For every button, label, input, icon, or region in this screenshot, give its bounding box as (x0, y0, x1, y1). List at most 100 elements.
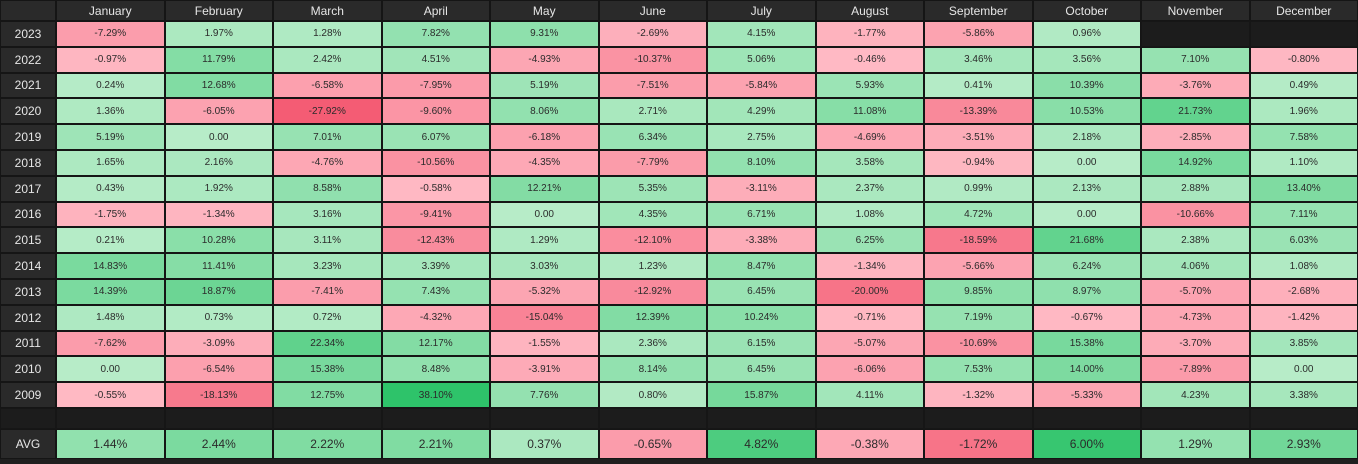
return-cell[interactable]: 3.39% (381, 253, 490, 279)
return-cell[interactable]: 7.10% (1141, 46, 1250, 73)
return-cell[interactable]: -4.35% (490, 150, 599, 176)
return-cell[interactable]: -0.80% (1249, 46, 1358, 73)
return-cell[interactable]: 6.45% (707, 279, 816, 305)
return-cell[interactable]: -6.06% (815, 356, 924, 383)
return-cell[interactable]: -2.68% (1249, 279, 1358, 305)
column-header-february[interactable]: February (164, 0, 273, 21)
return-cell[interactable]: 0.72% (273, 304, 382, 331)
column-header-january[interactable]: January (56, 0, 165, 21)
return-cell[interactable]: 0.80% (598, 382, 707, 408)
return-cell[interactable]: 7.11% (1249, 201, 1358, 228)
return-cell[interactable]: 15.38% (273, 356, 382, 383)
return-cell[interactable]: -6.54% (164, 356, 273, 383)
return-cell[interactable]: 12.17% (381, 330, 490, 357)
return-cell[interactable]: 12.75% (273, 382, 382, 408)
return-cell[interactable]: -7.51% (598, 72, 707, 99)
return-cell[interactable]: 4.15% (707, 21, 816, 47)
return-cell[interactable]: -0.67% (1032, 304, 1141, 331)
return-cell[interactable]: 6.34% (598, 124, 707, 150)
return-cell[interactable]: 1.10% (1249, 150, 1358, 176)
return-cell[interactable]: -5.66% (924, 253, 1033, 279)
return-cell[interactable]: 5.93% (815, 72, 924, 99)
return-cell[interactable]: 11.79% (164, 46, 273, 73)
return-cell[interactable]: 2.13% (1032, 175, 1141, 202)
return-cell[interactable]: 3.16% (273, 201, 382, 228)
return-cell[interactable]: 0.49% (1249, 72, 1358, 99)
return-cell[interactable]: -1.75% (56, 201, 165, 228)
return-cell[interactable]: 2.37% (815, 175, 924, 202)
return-cell[interactable]: 11.08% (815, 98, 924, 125)
return-cell[interactable]: 1.23% (598, 253, 707, 279)
return-cell[interactable]: -0.94% (924, 150, 1033, 176)
return-cell[interactable]: -0.97% (56, 46, 165, 73)
return-cell[interactable]: 3.85% (1249, 330, 1358, 357)
avg-cell[interactable]: 2.22% (273, 429, 382, 459)
return-cell[interactable]: -7.95% (381, 72, 490, 99)
return-cell[interactable]: 0.00 (1032, 150, 1141, 176)
return-cell[interactable]: -1.42% (1249, 304, 1358, 331)
column-header-november[interactable]: November (1141, 0, 1250, 21)
return-cell[interactable]: -5.86% (924, 21, 1033, 47)
return-cell[interactable]: 15.87% (707, 382, 816, 408)
return-cell[interactable]: -12.92% (598, 279, 707, 305)
return-cell[interactable]: 9.85% (924, 279, 1033, 305)
return-cell[interactable]: -0.55% (56, 382, 165, 408)
return-cell[interactable]: 14.39% (56, 279, 165, 305)
return-cell[interactable]: -0.46% (815, 46, 924, 73)
return-cell[interactable]: 2.38% (1141, 227, 1250, 254)
return-cell[interactable]: 0.00 (56, 356, 165, 383)
return-cell[interactable]: -5.07% (815, 330, 924, 357)
return-cell[interactable]: -10.69% (924, 330, 1033, 357)
return-cell[interactable]: 8.47% (707, 253, 816, 279)
return-cell[interactable]: 0.73% (164, 304, 273, 331)
return-cell[interactable]: -10.37% (598, 46, 707, 73)
return-cell[interactable]: -1.34% (815, 253, 924, 279)
return-cell[interactable]: 2.75% (707, 124, 816, 150)
return-cell[interactable]: -15.04% (490, 304, 599, 331)
avg-cell[interactable]: 2.21% (381, 429, 490, 459)
return-cell[interactable]: 12.39% (598, 304, 707, 331)
return-cell[interactable]: 7.58% (1249, 124, 1358, 150)
return-cell[interactable]: 2.36% (598, 330, 707, 357)
return-cell[interactable]: 0.43% (56, 175, 165, 202)
return-cell[interactable]: -20.00% (815, 279, 924, 305)
return-cell[interactable]: 0.24% (56, 72, 165, 99)
return-cell[interactable]: 8.14% (598, 356, 707, 383)
return-cell[interactable]: 2.71% (598, 98, 707, 125)
return-cell[interactable]: 6.45% (707, 356, 816, 383)
return-cell[interactable]: 8.48% (381, 356, 490, 383)
return-cell[interactable]: 7.19% (924, 304, 1033, 331)
return-cell[interactable]: 8.06% (490, 98, 599, 125)
return-cell[interactable]: 1.48% (56, 304, 165, 331)
return-cell[interactable]: -3.11% (707, 175, 816, 202)
column-header-june[interactable]: June (598, 0, 707, 21)
return-cell[interactable]: 3.56% (1032, 46, 1141, 73)
avg-cell[interactable]: 2.93% (1249, 429, 1358, 459)
return-cell[interactable]: 14.92% (1141, 150, 1250, 176)
return-cell[interactable]: 1.97% (164, 21, 273, 47)
avg-cell[interactable]: 1.29% (1141, 429, 1250, 459)
return-cell[interactable]: 1.08% (1249, 253, 1358, 279)
return-cell[interactable]: -3.38% (707, 227, 816, 254)
return-cell[interactable]: 6.24% (1032, 253, 1141, 279)
return-cell[interactable]: -9.60% (381, 98, 490, 125)
return-cell[interactable]: 11.41% (164, 253, 273, 279)
return-cell[interactable]: 4.23% (1141, 382, 1250, 408)
return-cell[interactable]: 5.06% (707, 46, 816, 73)
return-cell[interactable]: 5.35% (598, 175, 707, 202)
return-cell[interactable]: 12.21% (490, 175, 599, 202)
return-cell[interactable]: 6.15% (707, 330, 816, 357)
return-cell[interactable]: 21.68% (1032, 227, 1141, 254)
return-cell[interactable]: 2.88% (1141, 175, 1250, 202)
return-cell[interactable]: -3.76% (1141, 72, 1250, 99)
return-cell[interactable]: -1.77% (815, 21, 924, 47)
return-cell[interactable]: 3.11% (273, 227, 382, 254)
return-cell[interactable]: 7.01% (273, 124, 382, 150)
avg-cell[interactable]: 0.37% (490, 429, 599, 459)
return-cell[interactable]: 3.03% (490, 253, 599, 279)
return-cell[interactable]: -12.43% (381, 227, 490, 254)
return-cell[interactable]: -3.09% (164, 330, 273, 357)
return-cell[interactable]: 22.34% (273, 330, 382, 357)
return-cell[interactable]: -6.05% (164, 98, 273, 125)
return-cell[interactable]: -5.33% (1032, 382, 1141, 408)
